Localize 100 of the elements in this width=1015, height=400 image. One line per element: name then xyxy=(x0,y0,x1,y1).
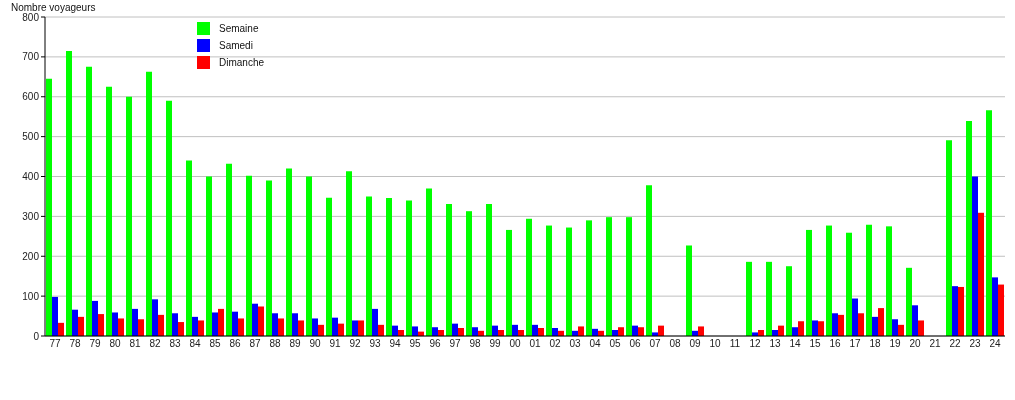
bar xyxy=(546,225,552,336)
bar xyxy=(126,96,132,336)
bar xyxy=(286,168,292,336)
bar xyxy=(278,318,284,336)
bar xyxy=(352,320,358,336)
x-tick-label: 95 xyxy=(409,338,421,350)
x-tick-label: 08 xyxy=(669,338,681,350)
bar xyxy=(112,312,118,336)
bar xyxy=(358,320,364,336)
x-tick-label: 21 xyxy=(929,338,941,350)
bar xyxy=(318,324,324,336)
bar xyxy=(178,322,184,336)
bar xyxy=(952,286,958,336)
bar xyxy=(332,317,338,336)
bar xyxy=(258,306,264,336)
bar xyxy=(226,163,232,336)
bar xyxy=(292,313,298,336)
bar xyxy=(206,176,212,336)
x-tick-label: 87 xyxy=(249,338,261,350)
bar xyxy=(892,319,898,336)
bar xyxy=(858,313,864,336)
x-tick-label: 89 xyxy=(289,338,301,350)
bar xyxy=(238,318,244,336)
bar xyxy=(272,313,278,336)
bar xyxy=(746,261,752,336)
x-tick-label: 81 xyxy=(129,338,141,350)
bar xyxy=(432,327,438,336)
bar xyxy=(618,327,624,336)
bar xyxy=(266,180,272,336)
bar xyxy=(638,327,644,336)
bar xyxy=(298,320,304,336)
bar xyxy=(686,245,692,336)
bar xyxy=(366,196,372,336)
x-tick-label: 84 xyxy=(189,338,201,350)
bar xyxy=(906,267,912,336)
x-tick-label: 91 xyxy=(329,338,341,350)
bar xyxy=(912,305,918,336)
x-tick-label: 82 xyxy=(149,338,161,350)
x-tick-label: 80 xyxy=(109,338,121,350)
x-tick-label: 88 xyxy=(269,338,281,350)
x-tick-label: 13 xyxy=(769,338,781,350)
bar xyxy=(946,140,952,336)
y-tick-label: 600 xyxy=(22,91,40,103)
bar xyxy=(132,308,138,336)
x-tick-label: 02 xyxy=(549,338,561,350)
x-tick-label: 97 xyxy=(449,338,461,350)
x-tick-label: 98 xyxy=(469,338,481,350)
x-tick-label: 12 xyxy=(749,338,761,350)
bar xyxy=(852,298,858,336)
x-tick-label: 16 xyxy=(829,338,841,350)
bar xyxy=(312,318,318,336)
y-tick-label: 800 xyxy=(22,11,40,23)
bar xyxy=(766,261,772,336)
bar xyxy=(998,284,1004,336)
x-tick-label: 10 xyxy=(709,338,721,350)
bar xyxy=(898,324,904,336)
bar xyxy=(166,100,172,336)
x-tick-label: 93 xyxy=(369,338,381,350)
x-tick-label: 01 xyxy=(529,338,541,350)
bar xyxy=(86,66,92,336)
bar xyxy=(812,320,818,336)
bar xyxy=(506,229,512,336)
bar xyxy=(66,50,72,336)
bar xyxy=(878,308,884,336)
bar xyxy=(978,212,984,336)
bar xyxy=(606,217,612,336)
bar xyxy=(106,86,112,336)
bar xyxy=(486,204,492,336)
bar xyxy=(412,326,418,336)
x-tick-label: 24 xyxy=(989,338,1001,350)
y-tick-label: 0 xyxy=(33,330,40,342)
x-tick-label: 14 xyxy=(789,338,801,350)
bar xyxy=(218,308,224,336)
bar xyxy=(626,217,632,336)
bar xyxy=(372,308,378,336)
bar xyxy=(232,311,238,336)
bar xyxy=(98,314,104,336)
legend-label: Samedi xyxy=(219,40,253,51)
y-tick-label: 400 xyxy=(22,171,40,183)
bar xyxy=(832,313,838,336)
bar xyxy=(118,318,124,336)
x-tick-label: 83 xyxy=(169,338,181,350)
x-tick-label: 20 xyxy=(909,338,921,350)
bar xyxy=(58,322,64,336)
x-tick-label: 11 xyxy=(729,338,741,350)
bar xyxy=(992,277,998,336)
x-tick-label: 79 xyxy=(89,338,101,350)
bar xyxy=(966,121,972,336)
bar xyxy=(786,266,792,336)
y-tick-label: 200 xyxy=(22,250,40,262)
x-tick-label: 18 xyxy=(869,338,881,350)
bar xyxy=(526,218,532,336)
bar xyxy=(152,299,158,336)
bar xyxy=(986,110,992,336)
bar xyxy=(872,316,878,336)
y-tick-label: 100 xyxy=(22,290,40,302)
bar xyxy=(306,176,312,336)
bar xyxy=(972,176,978,336)
bar xyxy=(698,326,704,336)
x-tick-label: 05 xyxy=(609,338,621,350)
